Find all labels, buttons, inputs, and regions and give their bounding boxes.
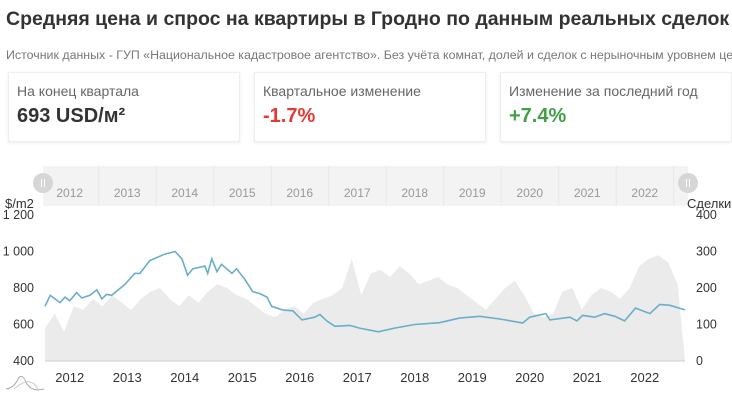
navigator-year-label: 2016 [286, 186, 313, 200]
data-source-note: Источник данных - ГУП «Национальное када… [6, 48, 732, 62]
x-tick-label: 2012 [55, 370, 84, 385]
x-tick-label: 2015 [228, 370, 257, 385]
card-value: +7.4% [509, 105, 567, 127]
y-left-tick-label: 800 [13, 281, 34, 295]
y-left-tick-label: 400 [13, 354, 34, 368]
navigator-right-handle[interactable] [678, 173, 698, 193]
navigator-year-label: 2020 [516, 186, 543, 200]
y-right-tick-label: 100 [696, 318, 717, 332]
navigator-year-label: 2018 [401, 186, 428, 200]
card-label: На конец квартала [17, 83, 139, 99]
y-left-tick-label: 1 000 [3, 245, 34, 259]
deals-area-series [45, 255, 685, 361]
navigator-year-label: 2014 [171, 186, 198, 200]
navigator-background[interactable] [43, 166, 688, 206]
y-right-tick-label: 0 [696, 354, 703, 368]
y-right-tick-label: 400 [696, 208, 717, 222]
chart-minimap-icon [13, 381, 39, 390]
x-tick-label: 2014 [170, 370, 199, 385]
price-line-series [44, 250, 686, 333]
y-right-tick-label: 300 [696, 245, 717, 259]
x-tick-label: 2018 [400, 370, 429, 385]
y-right-axis-title: Сделки [687, 196, 731, 211]
card-value: 693 USD/м² [17, 105, 126, 127]
x-tick-label: 2017 [343, 370, 372, 385]
card-quarter-change: Квартальное изменение -1.7% [254, 72, 486, 142]
card-year-change: Изменение за последний год +7.4% [500, 72, 732, 142]
x-tick-label: 2016 [285, 370, 314, 385]
navigator-year-label: 2017 [344, 186, 371, 200]
navigator-left-handle[interactable] [33, 173, 53, 193]
y-left-tick-label: 1 200 [3, 208, 34, 222]
x-tick-label: 2019 [458, 370, 487, 385]
navigator-year-label: 2021 [574, 186, 601, 200]
card-label: Изменение за последний год [509, 83, 698, 99]
range-navigator[interactable]: 2012 2013 2014 2015 2016 2017 2018 2019 2020 2021… [33, 166, 698, 206]
x-tick-label: 2020 [515, 370, 544, 385]
navigator-year-label: 2019 [459, 186, 486, 200]
y-left-tick-label: 600 [13, 318, 34, 332]
page-title: Средняя цена и спрос на квартиры в Гродн… [6, 8, 730, 30]
deals-area [45, 255, 685, 361]
navigator-year-label: 2015 [229, 186, 256, 200]
y-left-axis-title: $/m2 [5, 196, 34, 211]
x-tick-label: 2021 [573, 370, 602, 385]
navigator-year-label: 2013 [114, 186, 141, 200]
x-tick-label: 2022 [630, 370, 659, 385]
y-right-tick-label: 200 [696, 281, 717, 295]
card-end-of-quarter: На конец квартала 693 USD/м² [8, 72, 240, 142]
card-label: Квартальное изменение [263, 83, 421, 99]
x-tick-label: 2013 [113, 370, 142, 385]
card-value: -1.7% [263, 105, 316, 127]
navigator-year-label: 2012 [56, 186, 83, 200]
chart-minimap-icon[interactable] [5, 375, 45, 391]
navigator-year-label: 2022 [631, 186, 658, 200]
